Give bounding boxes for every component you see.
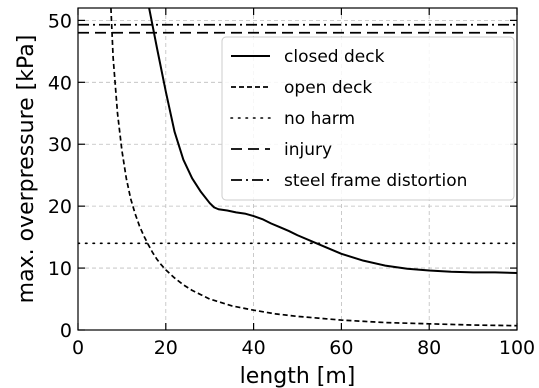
y-tick-label: 10 [48, 258, 72, 280]
x-tick-label: 20 [154, 337, 178, 359]
x-tick-label: 60 [329, 337, 353, 359]
x-axis-title: length [m] [240, 364, 356, 388]
plot-frame [77, 7, 518, 331]
legend-label: injury [284, 140, 332, 160]
y-tick-label: 50 [48, 10, 72, 32]
legend-label: steel frame distortion [284, 171, 467, 191]
x-tick-label: 40 [242, 337, 266, 359]
legend-label: open deck [284, 78, 372, 98]
y-tick-label: 0 [60, 320, 72, 342]
legend: closed deck open deck no harm injury steel f… [221, 36, 515, 201]
series-line-0 [148, 8, 517, 275]
legend-label: closed deck [284, 47, 385, 67]
y-tick-label: 30 [48, 134, 72, 156]
series-lines [78, 8, 517, 327]
y-tick-label: 20 [48, 196, 72, 218]
legend-box [221, 36, 515, 201]
x-tick-label: 0 [72, 337, 84, 359]
x-tick-label: 100 [499, 337, 535, 359]
y-tick-label: 40 [48, 72, 72, 94]
axis-ticks: 0 20 40 60 80 100 0 10 20 30 40 50 [48, 8, 535, 359]
x-tick-label: 80 [417, 337, 441, 359]
series-line-1 [110, 8, 517, 327]
legend-label: no harm [284, 109, 355, 129]
y-axis-title: max. overpressure [kPa] [14, 35, 39, 304]
